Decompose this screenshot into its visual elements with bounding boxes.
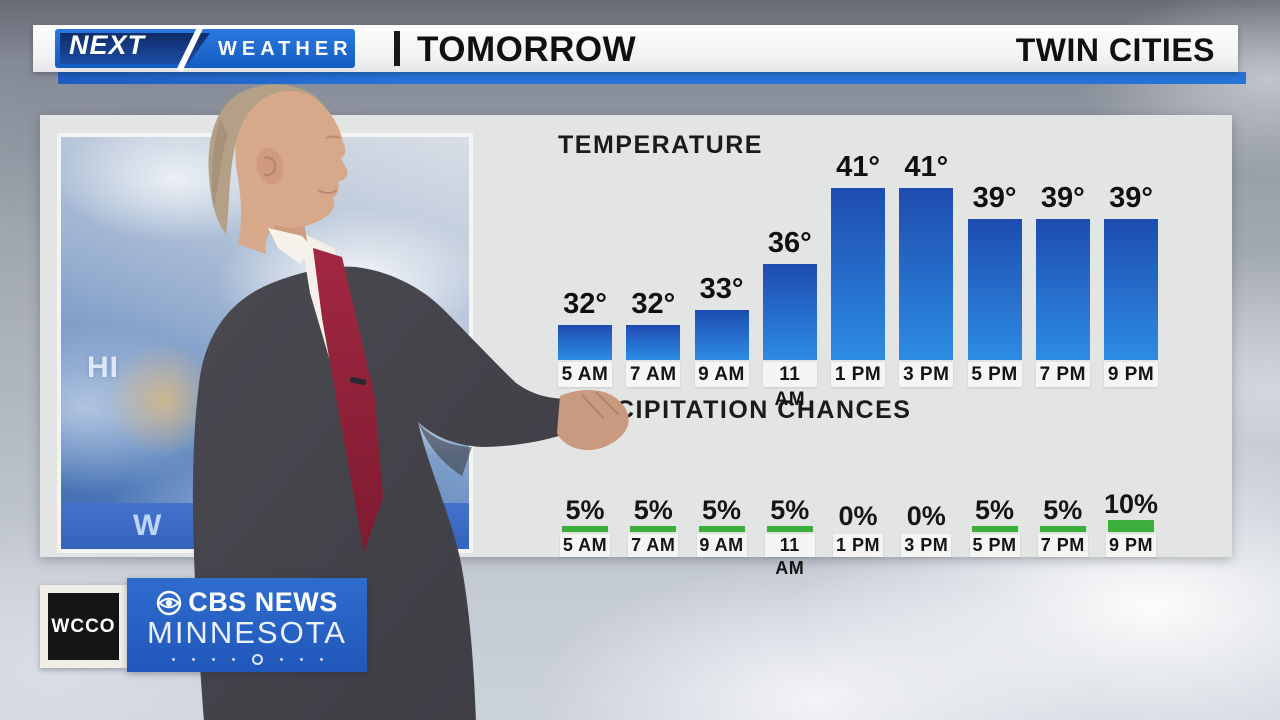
temperature-bar bbox=[1035, 219, 1090, 360]
dot bbox=[279, 658, 283, 661]
temperature-time-label: 5 PM bbox=[967, 362, 1022, 387]
temperature-value-label: 33° bbox=[699, 273, 744, 305]
presenter-tie-clip bbox=[349, 376, 367, 386]
precip-value-label: 5% bbox=[974, 495, 1015, 525]
presenter-tie bbox=[313, 248, 383, 552]
dot bbox=[299, 658, 303, 661]
precip-value-label: 5% bbox=[1043, 495, 1083, 525]
wcco-callsign: WCCO bbox=[51, 615, 116, 637]
precip-time-label: 7 AM bbox=[628, 534, 679, 557]
station-logo: WCCO CBS NEWS MINNESOTA bbox=[40, 578, 367, 672]
presenter-face bbox=[235, 85, 348, 254]
temperature-value-label: 32° bbox=[563, 288, 607, 320]
precip-bar bbox=[766, 526, 813, 532]
cbs-news-row: CBS NEWS bbox=[127, 587, 367, 618]
presenter-hand bbox=[557, 390, 629, 451]
presenter-face-lines bbox=[317, 135, 341, 194]
next-weather-logo: NEXT WEATHER bbox=[55, 25, 355, 72]
wcco-logo-box: WCCO bbox=[40, 585, 127, 668]
top-banner: NEXT WEATHER TOMORROW TWIN CITIES bbox=[33, 25, 1238, 72]
temperature-time-label: 9 PM bbox=[1104, 362, 1158, 387]
precip-value-label: 0% bbox=[838, 501, 878, 531]
precip-value-label: 5% bbox=[565, 495, 605, 525]
temperature-time-label: 7 PM bbox=[1035, 362, 1090, 387]
dot bbox=[319, 658, 323, 661]
next-logo-text: NEXT bbox=[69, 30, 146, 60]
precip-time-label: 5 PM bbox=[969, 534, 1020, 557]
precip-bar bbox=[562, 526, 608, 532]
temperature-value-label: 39° bbox=[1040, 182, 1085, 214]
presenter-hand-lines bbox=[581, 391, 620, 420]
precip-bar bbox=[630, 526, 677, 532]
banner-accent-strip bbox=[58, 72, 1246, 84]
temperature-value-label: 39° bbox=[1109, 182, 1153, 214]
dot-ring bbox=[251, 654, 263, 665]
temperature-bar bbox=[1104, 219, 1158, 360]
precip-bar bbox=[1039, 526, 1086, 532]
precip-time-label: 3 PM bbox=[901, 534, 952, 557]
precip-value-label: 0% bbox=[906, 501, 946, 531]
temperature-value-label: 32° bbox=[631, 288, 676, 320]
segment-label: TOMORROW bbox=[417, 30, 637, 69]
precip-time-label: 9 AM bbox=[696, 534, 747, 557]
temperature-bar bbox=[967, 219, 1022, 360]
temperature-value-label: 41° bbox=[836, 151, 880, 183]
presenter-hair bbox=[208, 84, 326, 234]
precip-value-label: 10% bbox=[1103, 489, 1159, 519]
temperature-time-label: 3 PM bbox=[899, 362, 954, 387]
presenter-ear bbox=[256, 147, 284, 185]
precip-time-label: 1 PM bbox=[833, 534, 883, 557]
dot bbox=[191, 658, 195, 661]
presenter-hair-streak bbox=[212, 118, 228, 208]
cbs-logo-box: CBS NEWS MINNESOTA bbox=[127, 578, 367, 672]
precip-time-label: 11 AM bbox=[764, 534, 815, 578]
temperature-bar bbox=[762, 264, 817, 360]
precip-time-label: 5 AM bbox=[560, 534, 610, 557]
temperature-value-label: 41° bbox=[904, 151, 949, 183]
temperature-bar bbox=[831, 188, 885, 360]
precip-value-label: 5% bbox=[633, 495, 673, 525]
temperature-bar bbox=[558, 325, 612, 360]
cbs-eye-icon bbox=[157, 590, 182, 615]
cbs-news-label: CBS NEWS bbox=[188, 587, 338, 617]
precip-bar bbox=[971, 526, 1018, 532]
temperature-time-label: 7 AM bbox=[626, 362, 681, 387]
presenter-collar bbox=[268, 228, 313, 264]
dot bbox=[231, 658, 235, 661]
temperature-bar bbox=[899, 188, 954, 360]
precip-value-label: 5% bbox=[701, 495, 742, 525]
dot bbox=[171, 658, 175, 661]
precip-time-label: 7 PM bbox=[1037, 534, 1088, 557]
banner-divider bbox=[394, 31, 400, 66]
presenter-ear-line bbox=[263, 156, 277, 177]
temperature-time-label: 9 AM bbox=[694, 362, 749, 387]
precip-bar bbox=[1108, 520, 1154, 532]
temperature-bar bbox=[694, 310, 749, 360]
inset-band-partial-letter: W bbox=[133, 509, 162, 542]
precip-bar bbox=[698, 526, 745, 532]
wcco-logo-inner: WCCO bbox=[48, 593, 119, 660]
weather-logo-text: WEATHER bbox=[218, 38, 353, 60]
temperature-time-label: 11 AM bbox=[762, 362, 817, 410]
presenter-suit-shadow bbox=[418, 422, 472, 476]
dot bbox=[211, 658, 215, 661]
inset-partial-high-text: HI bbox=[87, 351, 119, 384]
temperature-value-label: 39° bbox=[972, 182, 1017, 214]
precip-time-label: 9 PM bbox=[1106, 534, 1156, 557]
precip-value-label: 5% bbox=[770, 495, 810, 525]
location-label: TWIN CITIES bbox=[1015, 32, 1215, 68]
temperature-chart-title: TEMPERATURE bbox=[558, 131, 763, 159]
temperature-time-label: 5 AM bbox=[558, 362, 612, 387]
temperature-time-label: 1 PM bbox=[831, 362, 885, 387]
temperature-value-label: 36° bbox=[767, 227, 812, 259]
temperature-bar bbox=[626, 325, 681, 360]
minnesota-label: MINNESOTA bbox=[147, 615, 347, 650]
cbs-dots-row bbox=[127, 654, 367, 665]
